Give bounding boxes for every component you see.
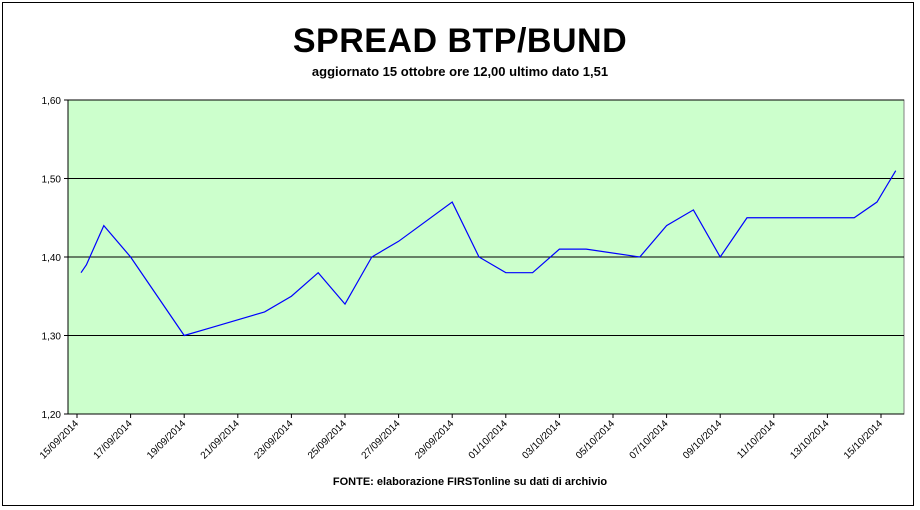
x-tick-label: 15/09/2014 [38, 418, 81, 461]
x-tick-label: 25/09/2014 [306, 418, 349, 461]
y-tick-label: 1,40 [42, 253, 62, 264]
x-tick-label: 11/10/2014 [735, 418, 778, 461]
series-line [80, 170, 897, 337]
chart-title: SPREAD BTP/BUND [292, 22, 628, 60]
x-tick-label: 05/10/2014 [574, 418, 617, 461]
y-tick-label: 1,20 [42, 410, 62, 421]
y-tick-label: 1,30 [42, 332, 62, 343]
x-tick-label: 27/09/2014 [360, 418, 403, 461]
x-tick-label: 01/10/2014 [467, 418, 510, 461]
x-tick-label: 17/09/2014 [92, 418, 135, 461]
x-tick-label: 21/09/2014 [199, 418, 242, 461]
x-tick-label: 19/09/2014 [145, 418, 188, 461]
x-tick-label: 07/10/2014 [628, 418, 671, 461]
x-tick-label: 13/10/2014 [788, 418, 831, 461]
chart-source-note: FONTE: elaborazione FIRSTonline su dati … [332, 476, 608, 488]
y-tick-label: 1,50 [42, 175, 62, 186]
x-tick-label: 09/10/2014 [681, 418, 724, 461]
y-tick-label: 1,60 [42, 96, 62, 107]
chart-subtitle: aggiornato 15 ottobre ore 12,00 ultimo d… [311, 64, 609, 79]
x-tick-label: 23/09/2014 [252, 418, 295, 461]
x-tick-label: 03/10/2014 [520, 418, 563, 461]
x-tick-label: 29/09/2014 [413, 418, 456, 461]
x-tick-label: 15/10/2014 [842, 418, 885, 461]
